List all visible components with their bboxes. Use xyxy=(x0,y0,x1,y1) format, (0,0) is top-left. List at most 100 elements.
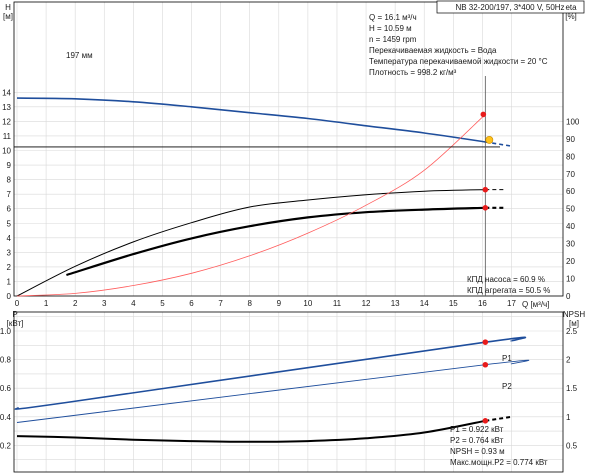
x-tick-label: 0 xyxy=(15,299,20,308)
y-tick-label-npsh: 0.5 xyxy=(566,441,578,450)
y-tick-label-eta: 10 xyxy=(566,275,575,284)
info-line: Перекачиваемая жидкость = Вода xyxy=(369,46,497,55)
y-tick-label-eta: 100 xyxy=(566,117,580,126)
x-tick-label: 8 xyxy=(247,299,252,308)
x-tick-label: 3 xyxy=(102,299,107,308)
y-unit-right-top: [%] xyxy=(565,12,577,21)
x-tick-label: 10 xyxy=(303,299,312,308)
tick-labels: 0 1 2 3 4 5 6 7 8 9 10 11 12 13 14 15 16 1701234567891011… xyxy=(0,88,580,450)
y-tick-label-h: 14 xyxy=(2,88,11,97)
y-tick-label-h: 11 xyxy=(3,132,12,141)
operating-point-marker xyxy=(482,361,489,368)
y-tick-label-npsh: 1.5 xyxy=(566,384,578,393)
x-tick-label: 5 xyxy=(160,299,165,308)
y-tick-label-eta: 40 xyxy=(566,222,575,231)
operating-point-marker xyxy=(480,111,487,118)
readout-line: NPSH = 0.93 м xyxy=(450,447,505,456)
y-tick-label-p: 0.4 xyxy=(0,413,12,422)
power-readouts: P1 = 0.922 кВт P2 = 0.764 кВт NPSH = 0.9… xyxy=(450,425,548,467)
x-tick-label: 2 xyxy=(73,299,78,308)
x-tick-label: 17 xyxy=(507,299,516,308)
y-tick-label-npsh: 1 xyxy=(566,413,571,422)
y-label-right-top: eta xyxy=(565,3,577,12)
pump-efficiency-label: КПД насоса = 60.9 % xyxy=(467,275,545,284)
series-line-top-dash xyxy=(485,141,512,147)
series-line-top-3 xyxy=(16,114,486,297)
series-line-bottom-1 xyxy=(16,359,530,423)
info-line: Температура перекачиваемой жидкости = 20… xyxy=(369,57,548,66)
y-tick-label-h: 6 xyxy=(7,205,12,214)
x-label: Q [м³/ч] xyxy=(522,300,549,309)
x-tick-label: 16 xyxy=(478,299,487,308)
y-tick-label-h: 13 xyxy=(2,103,11,112)
y-label-left-top: H xyxy=(5,3,11,12)
y-unit-right-bottom: [м] xyxy=(569,319,579,328)
x-tick-label: 7 xyxy=(218,299,223,308)
top-grid xyxy=(14,2,563,297)
readout-line: Макс.мощн.P2 = 0.774 кВт xyxy=(450,458,548,467)
x-tick-label: 12 xyxy=(362,299,371,308)
series-line-bottom-2 xyxy=(16,419,486,443)
bottom-plot-frame xyxy=(13,311,564,473)
x-tick-label: 1 xyxy=(44,299,49,308)
x-tick-label: 14 xyxy=(420,299,429,308)
y-tick-label-h: 9 xyxy=(7,161,12,170)
info-line: n = 1459 rpm xyxy=(369,35,417,44)
y-tick-label-npsh: 2.5 xyxy=(566,327,578,336)
series-line-bottom-dash xyxy=(485,415,512,422)
p1-label: P1 xyxy=(502,354,512,363)
axes xyxy=(13,1,564,473)
operating-point-marker xyxy=(482,186,489,193)
unit-efficiency-label: КПД агрегата = 50.5 % xyxy=(467,286,550,295)
y-unit-left-bottom: [кВт] xyxy=(7,319,24,328)
y-tick-label-h: 2 xyxy=(7,263,12,272)
y-tick-label-h: 8 xyxy=(7,176,12,185)
y-tick-label-h: 4 xyxy=(7,234,12,243)
y-tick-label-h: 12 xyxy=(2,117,11,126)
y-tick-label-h: 10 xyxy=(2,147,11,156)
chart-title: NB 32-200/197, 3*400 V, 50Hz xyxy=(455,3,564,12)
readout-line: P2 = 0.764 кВт xyxy=(450,436,504,445)
info-block: Q = 16.1 м³/ч H = 10.59 м n = 1459 rpm П… xyxy=(369,13,548,77)
x-tick-label: 6 xyxy=(189,299,194,308)
y-label-left-bottom: P xyxy=(12,310,17,319)
y-tick-label-h: 1 xyxy=(7,277,12,286)
readout-line: P1 = 0.922 кВт xyxy=(450,425,504,434)
x-tick-label: 11 xyxy=(333,299,342,308)
x-tick-label: 15 xyxy=(449,299,458,308)
series-line-top-1 xyxy=(16,189,486,297)
y-tick-label-h: 7 xyxy=(7,190,12,199)
y-tick-label-p: 0.2 xyxy=(0,441,12,450)
operating-points xyxy=(14,76,500,424)
operating-point-marker xyxy=(482,339,489,345)
y-tick-label-eta: 80 xyxy=(566,152,575,161)
x-tick-label: 4 xyxy=(131,299,136,308)
y-tick-label-eta: 30 xyxy=(566,240,575,249)
y-tick-label-p: 0.6 xyxy=(0,384,12,393)
title-box xyxy=(436,0,585,14)
y-tick-label-p: 0.8 xyxy=(0,356,12,365)
x-tick-label: 9 xyxy=(277,299,282,308)
top-plot-frame xyxy=(13,1,564,297)
y-tick-label-eta: 20 xyxy=(566,257,575,266)
y-tick-label-eta: 60 xyxy=(566,187,575,196)
series-line-bottom-0 xyxy=(14,336,527,410)
y-label-right-bottom: NPSH xyxy=(563,310,585,319)
y-tick-label-p: 1.0 xyxy=(0,327,12,336)
bottom-grid xyxy=(14,312,563,472)
y-tick-label-eta: 70 xyxy=(566,170,575,179)
duty-point-marker xyxy=(485,136,494,144)
operating-point-marker xyxy=(482,205,489,211)
operating-point-marker xyxy=(482,418,489,424)
y-tick-label-eta: 0 xyxy=(566,292,571,301)
x-tick-label: 13 xyxy=(391,299,400,308)
impeller-diameter-label: 197 мм xyxy=(66,51,93,60)
series-line-top-0 xyxy=(16,97,486,143)
y-tick-label-h: 5 xyxy=(7,219,12,228)
series-layer xyxy=(14,97,530,443)
info-line: Плотность = 998.2 кг/м³ xyxy=(369,68,457,77)
series-line-top-2 xyxy=(66,206,486,277)
y-tick-label-eta: 50 xyxy=(566,205,575,214)
p2-label: P2 xyxy=(502,382,512,391)
